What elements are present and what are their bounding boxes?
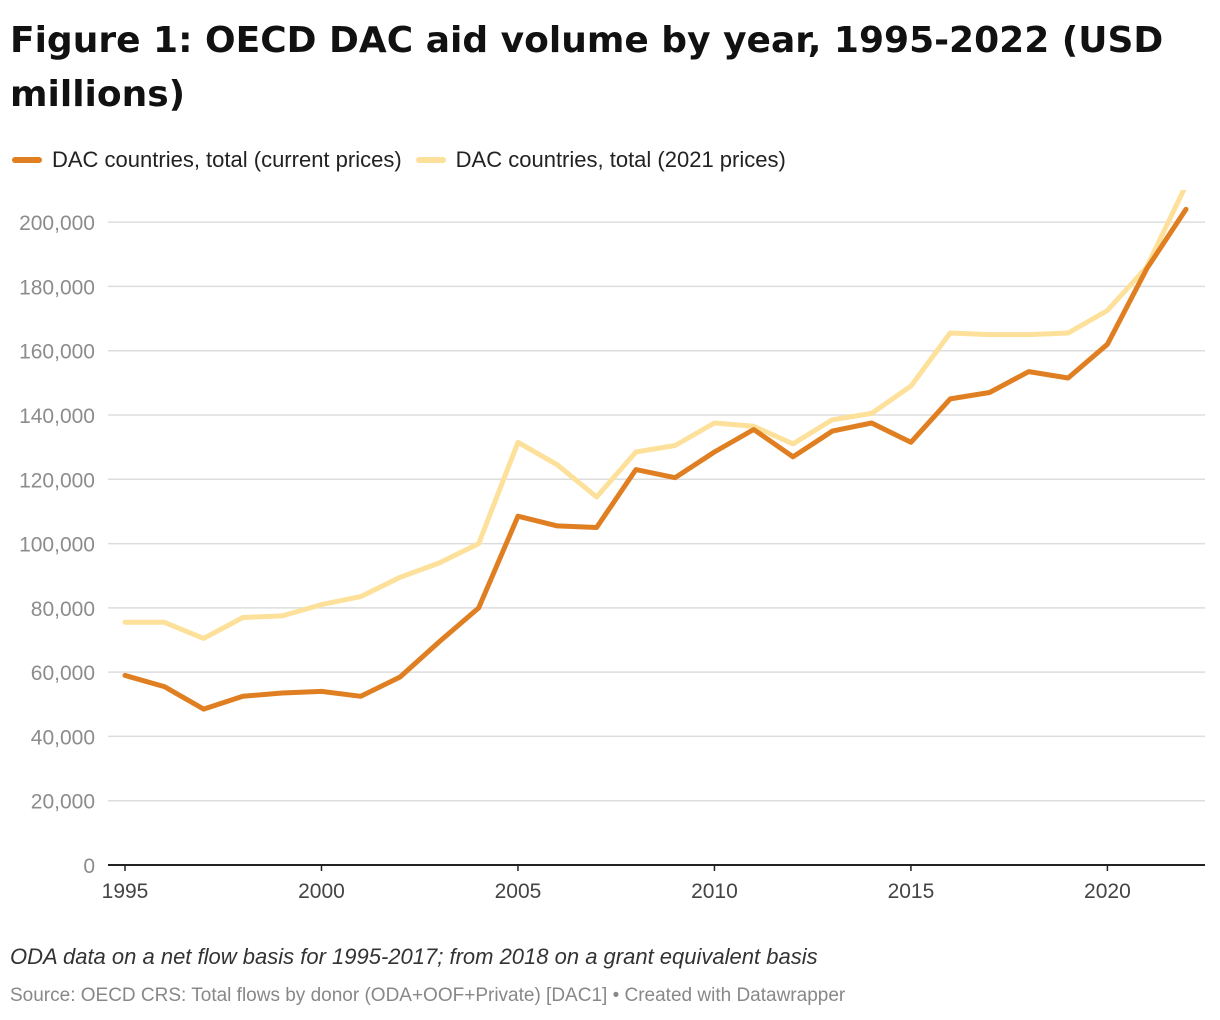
y-axis-ticks: 0 20,000 40,000 60,000 80,000 100,000 120,000 1…	[19, 212, 95, 878]
y-tick-label-20000: 20,000	[31, 791, 95, 814]
data-point-constant-2006	[554, 462, 560, 468]
x-axis-ticks: 1995 2000 2005 2010 2015 2020	[102, 865, 1131, 903]
data-point-current-2005	[515, 513, 521, 519]
data-point-current-2009	[672, 475, 678, 481]
data-point-current-2021	[1144, 266, 1150, 272]
data-point-constant-2017	[987, 332, 993, 338]
data-point-current-2019	[1065, 375, 1071, 381]
line-chart-svg: 0 20,000 40,000 60,000 80,000 100,000 120,000 1…	[19, 190, 1205, 903]
data-point-current-2004	[476, 605, 482, 611]
x-tick-label-2020: 2020	[1084, 880, 1131, 903]
data-point-constant-2014	[869, 410, 875, 416]
x-tick-label-2015: 2015	[888, 880, 935, 903]
chart-legend: DAC countries, total (current prices) DA…	[12, 146, 800, 174]
data-point-current-2003	[436, 639, 442, 645]
data-point-current-2007	[594, 525, 600, 531]
data-point-current-1996	[161, 684, 167, 690]
legend-label-constant: DAC countries, total (2021 prices)	[455, 147, 786, 172]
y-tick-label-80000: 80,000	[31, 598, 95, 621]
data-point-current-2018	[1026, 369, 1032, 375]
y-tick-label-160000: 160,000	[19, 341, 95, 364]
data-point-constant-1997	[201, 635, 207, 641]
data-point-current-2012	[790, 454, 796, 460]
series-line-current	[122, 206, 1189, 712]
series-line-constant	[122, 190, 1187, 641]
data-point-constant-2009	[672, 443, 678, 449]
data-point-current-2002	[397, 674, 403, 680]
data-point-constant-2000	[318, 602, 324, 608]
data-point-constant-2004	[476, 541, 482, 547]
data-point-current-2022	[1183, 206, 1189, 212]
data-point-constant-2007	[594, 494, 600, 500]
data-point-current-2013	[829, 428, 835, 434]
data-point-current-2008	[633, 467, 639, 473]
data-point-constant-2001	[358, 594, 364, 600]
data-point-current-1995	[122, 672, 128, 678]
chart-note: ODA data on a net flow basis for 1995-20…	[10, 944, 818, 969]
x-tick-label-1995: 1995	[102, 880, 149, 903]
series-lines	[122, 190, 1189, 712]
data-point-constant-2020	[1104, 308, 1110, 314]
data-point-constant-2019	[1065, 330, 1071, 336]
data-point-constant-2016	[947, 330, 953, 336]
y-tick-label-60000: 60,000	[31, 662, 95, 685]
data-point-current-2014	[869, 420, 875, 426]
data-point-constant-2013	[829, 417, 835, 423]
data-point-current-2016	[947, 396, 953, 402]
data-point-current-1998	[240, 693, 246, 699]
legend-item-current: DAC countries, total (current prices)	[12, 147, 402, 173]
y-tick-label-100000: 100,000	[19, 534, 95, 557]
y-tick-label-180000: 180,000	[19, 276, 95, 299]
data-point-constant-2012	[790, 441, 796, 447]
data-point-constant-2018	[1026, 332, 1032, 338]
legend-swatch-constant	[415, 157, 446, 163]
data-point-constant-1998	[240, 615, 246, 621]
data-point-current-2017	[987, 390, 993, 396]
legend-item-constant: DAC countries, total (2021 prices)	[415, 147, 786, 173]
data-point-current-1997	[201, 706, 207, 712]
data-point-constant-1995	[122, 619, 128, 625]
legend-label-current: DAC countries, total (current prices)	[52, 147, 402, 172]
data-point-constant-2005	[515, 439, 521, 445]
y-tick-label-140000: 140,000	[19, 405, 95, 428]
data-point-current-1999	[279, 690, 285, 696]
x-tick-label-2010: 2010	[691, 880, 738, 903]
data-point-constant-2008	[633, 449, 639, 455]
data-point-constant-2003	[436, 560, 442, 566]
data-point-current-2010	[711, 449, 717, 455]
x-tick-label-2005: 2005	[495, 880, 542, 903]
data-point-constant-1999	[279, 613, 285, 619]
y-tick-label-40000: 40,000	[31, 726, 95, 749]
data-point-constant-2010	[711, 420, 717, 426]
data-point-current-2000	[318, 688, 324, 694]
data-point-current-2015	[908, 439, 914, 445]
line-chart: 0 20,000 40,000 60,000 80,000 100,000 120,000 1…	[0, 190, 1220, 910]
data-point-constant-1996	[161, 619, 167, 625]
data-point-constant-2015	[908, 383, 914, 389]
y-tick-label-200000: 200,000	[19, 212, 95, 235]
data-point-constant-2002	[397, 574, 403, 580]
data-point-current-2011	[751, 426, 757, 432]
chart-title: Figure 1: OECD DAC aid volume by year, 1…	[10, 20, 1164, 115]
y-tick-label-0: 0	[83, 855, 95, 878]
x-tick-label-2000: 2000	[298, 880, 345, 903]
y-tick-label-120000: 120,000	[19, 469, 95, 492]
data-point-current-2020	[1104, 341, 1110, 347]
legend-swatch-current	[12, 157, 42, 163]
data-point-current-2001	[358, 693, 364, 699]
chart-source: Source: OECD CRS: Total flows by donor (…	[10, 985, 846, 1006]
grid-lines	[108, 221, 1205, 866]
data-point-current-2006	[554, 523, 560, 529]
